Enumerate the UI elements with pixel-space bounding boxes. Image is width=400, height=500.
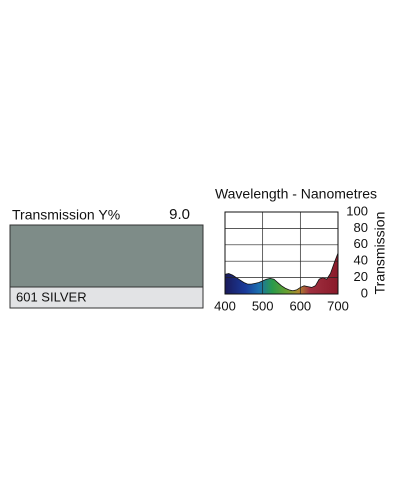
x-tick-label: 600 xyxy=(289,298,311,313)
chart-title: Wavelength - Nanometres xyxy=(215,186,377,202)
y-tick-label: 0 xyxy=(361,285,368,300)
x-tick-label: 700 xyxy=(327,298,349,313)
swatch-label: Transmission Y% xyxy=(12,207,120,223)
filter-name: 601 SILVER xyxy=(16,289,87,304)
y-tick-label: 100 xyxy=(346,203,368,218)
y-tick-label: 60 xyxy=(354,236,368,251)
transmission-area xyxy=(224,252,339,295)
y-axis-label: Transmission xyxy=(372,212,388,295)
transmission-value: 9.0 xyxy=(169,206,190,223)
y-tick-label: 40 xyxy=(354,253,368,268)
name-bar xyxy=(9,286,204,309)
x-tick-label: 500 xyxy=(252,298,274,313)
plot-frame xyxy=(224,211,339,295)
color-swatch xyxy=(9,224,204,288)
y-tick-label: 80 xyxy=(354,220,368,235)
x-tick-label: 400 xyxy=(214,298,236,313)
y-tick-label: 20 xyxy=(354,269,368,284)
